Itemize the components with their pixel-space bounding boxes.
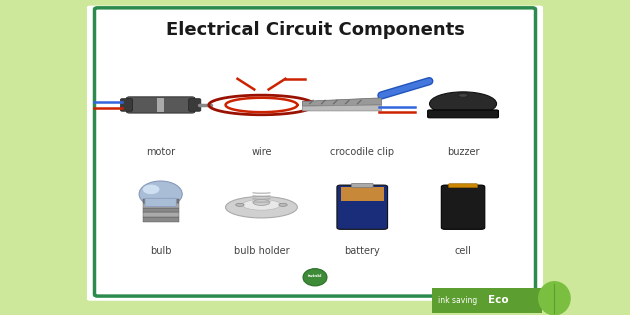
- Ellipse shape: [458, 94, 468, 97]
- FancyBboxPatch shape: [432, 288, 542, 313]
- FancyBboxPatch shape: [189, 99, 201, 111]
- Text: bulb holder: bulb holder: [234, 246, 289, 256]
- Ellipse shape: [226, 197, 297, 218]
- FancyBboxPatch shape: [142, 208, 179, 212]
- Ellipse shape: [430, 92, 496, 116]
- FancyBboxPatch shape: [94, 8, 536, 296]
- FancyBboxPatch shape: [142, 212, 179, 217]
- Polygon shape: [302, 105, 381, 111]
- FancyBboxPatch shape: [127, 97, 195, 113]
- Text: buzzer: buzzer: [447, 147, 479, 157]
- Text: battery: battery: [345, 246, 380, 256]
- FancyBboxPatch shape: [428, 110, 498, 118]
- FancyBboxPatch shape: [142, 199, 179, 203]
- FancyBboxPatch shape: [120, 99, 133, 111]
- Ellipse shape: [253, 199, 270, 205]
- Text: wire: wire: [251, 147, 272, 157]
- FancyBboxPatch shape: [142, 203, 179, 208]
- Text: Electrical Circuit Components: Electrical Circuit Components: [166, 21, 464, 39]
- Ellipse shape: [143, 185, 159, 194]
- Text: Eco: Eco: [488, 295, 509, 306]
- FancyBboxPatch shape: [87, 6, 543, 301]
- Text: cell: cell: [455, 246, 471, 256]
- Ellipse shape: [243, 199, 280, 210]
- FancyBboxPatch shape: [145, 198, 176, 207]
- FancyBboxPatch shape: [157, 98, 164, 112]
- Text: bulb: bulb: [150, 246, 171, 256]
- Text: ink saving: ink saving: [438, 296, 477, 305]
- Text: twinkl: twinkl: [307, 274, 323, 278]
- Ellipse shape: [139, 181, 182, 207]
- Ellipse shape: [236, 203, 244, 206]
- Text: visit twinkl.com: visit twinkl.com: [303, 279, 327, 284]
- FancyBboxPatch shape: [449, 184, 478, 188]
- FancyBboxPatch shape: [341, 187, 384, 201]
- Text: crocodile clip: crocodile clip: [330, 147, 394, 157]
- FancyBboxPatch shape: [337, 185, 387, 229]
- Text: motor: motor: [146, 147, 175, 157]
- Ellipse shape: [279, 203, 287, 206]
- FancyBboxPatch shape: [142, 217, 179, 221]
- Ellipse shape: [303, 269, 327, 286]
- Ellipse shape: [538, 281, 571, 315]
- Polygon shape: [302, 98, 381, 106]
- FancyBboxPatch shape: [441, 185, 485, 229]
- FancyBboxPatch shape: [352, 183, 373, 188]
